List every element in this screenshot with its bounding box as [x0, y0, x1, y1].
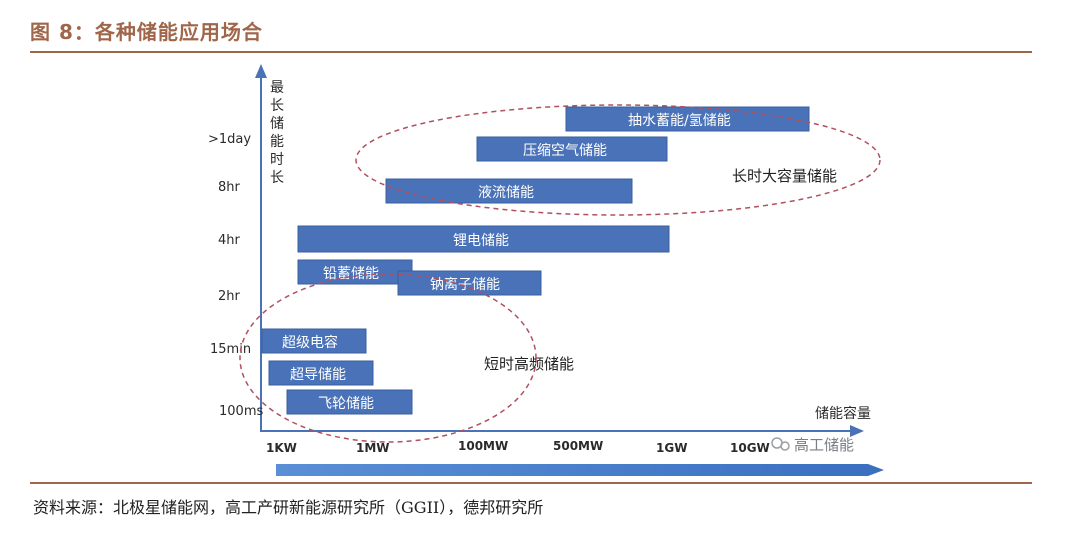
y-tick-label: 100ms — [219, 404, 263, 419]
bar-label: 锂电储能 — [453, 233, 509, 249]
bar-label: 超级电容 — [282, 334, 338, 351]
bar-label: 超导储能 — [290, 367, 346, 383]
short-duration-ellipse — [239, 273, 537, 443]
bar-label: 钠离子储能 — [430, 276, 500, 293]
bar-sodium-ion: 钠离子储能 — [397, 270, 542, 296]
y-axis-label-char: 储 — [270, 116, 284, 132]
source-note: 资料来源：北极星储能网，高工产研新能源研究所（GGII），德邦研究所 — [33, 498, 544, 517]
bar-rect — [565, 106, 810, 132]
bar-rect — [297, 225, 670, 253]
bar-rect — [268, 360, 374, 386]
bar-label: 压缩空气储能 — [523, 143, 607, 159]
y-axis-label-char: 时 — [270, 152, 284, 168]
title-divider — [30, 51, 1032, 53]
x-tick-label: 500MW — [553, 439, 603, 453]
bar-supercapacitor: 超级电容 — [261, 328, 367, 354]
y-axis-label-char: 长 — [270, 170, 284, 186]
x-axis-arrow — [850, 425, 864, 437]
bar-rect — [476, 136, 668, 162]
short-duration-label: 短时高频储能 — [484, 355, 574, 373]
bar-superconducting: 超导储能 — [268, 360, 374, 386]
y-tick-label: >1day — [208, 132, 251, 147]
y-tick-label: 2hr — [218, 289, 241, 304]
y-tick-label: 4hr — [218, 233, 241, 248]
x-tick-label: 1GW — [656, 441, 687, 455]
x-axis-label: 储能容量 — [815, 405, 871, 422]
bar-pumped-hydro: 抽水蓄能/氢储能 — [565, 106, 810, 132]
x-tick-label: 100MW — [458, 439, 508, 453]
bar-rect — [385, 178, 633, 204]
y-tick-label: 15min — [210, 342, 251, 357]
watermark: 高工储能 — [771, 436, 854, 454]
wechat-icon — [780, 441, 790, 451]
bar-flywheel: 飞轮储能 — [286, 389, 413, 415]
bar-lithium: 锂电储能 — [297, 225, 670, 253]
x-tick-label: 10GW — [730, 441, 770, 455]
figure-title: 图 8：各种储能应用场合 — [30, 20, 263, 44]
capacity-direction-arrow — [276, 464, 884, 476]
bar-label: 液流储能 — [478, 185, 534, 201]
bar-flow-battery: 液流储能 — [385, 178, 633, 204]
long-duration-ellipse — [355, 104, 881, 216]
long-duration-label: 长时大容量储能 — [732, 167, 837, 185]
watermark-text: 高工储能 — [794, 436, 854, 454]
y-axis-label-char: 能 — [270, 134, 284, 150]
bar-rect — [297, 259, 413, 285]
y-tick-label: 8hr — [218, 180, 241, 195]
bar-label: 铅蓄储能 — [323, 266, 379, 282]
bar-rect — [286, 389, 413, 415]
bar-rect — [261, 328, 367, 354]
y-axis-label-char: 最 — [270, 80, 284, 96]
y-axis-label-char: 长 — [270, 98, 284, 114]
y-axis-label: 最 长 储 能 时 长 — [270, 80, 284, 186]
y-axis-arrow — [255, 64, 267, 78]
bar-label: 抽水蓄能/氢储能 — [628, 113, 731, 129]
bar-label: 飞轮储能 — [318, 396, 374, 412]
footer-divider — [30, 482, 1032, 484]
bar-compressed-air: 压缩空气储能 — [476, 136, 668, 162]
bar-rect — [397, 270, 542, 296]
x-tick-label: 1KW — [266, 441, 297, 455]
bar-lead-acid: 铅蓄储能 — [297, 259, 413, 285]
x-tick-label: 1MW — [356, 441, 390, 455]
